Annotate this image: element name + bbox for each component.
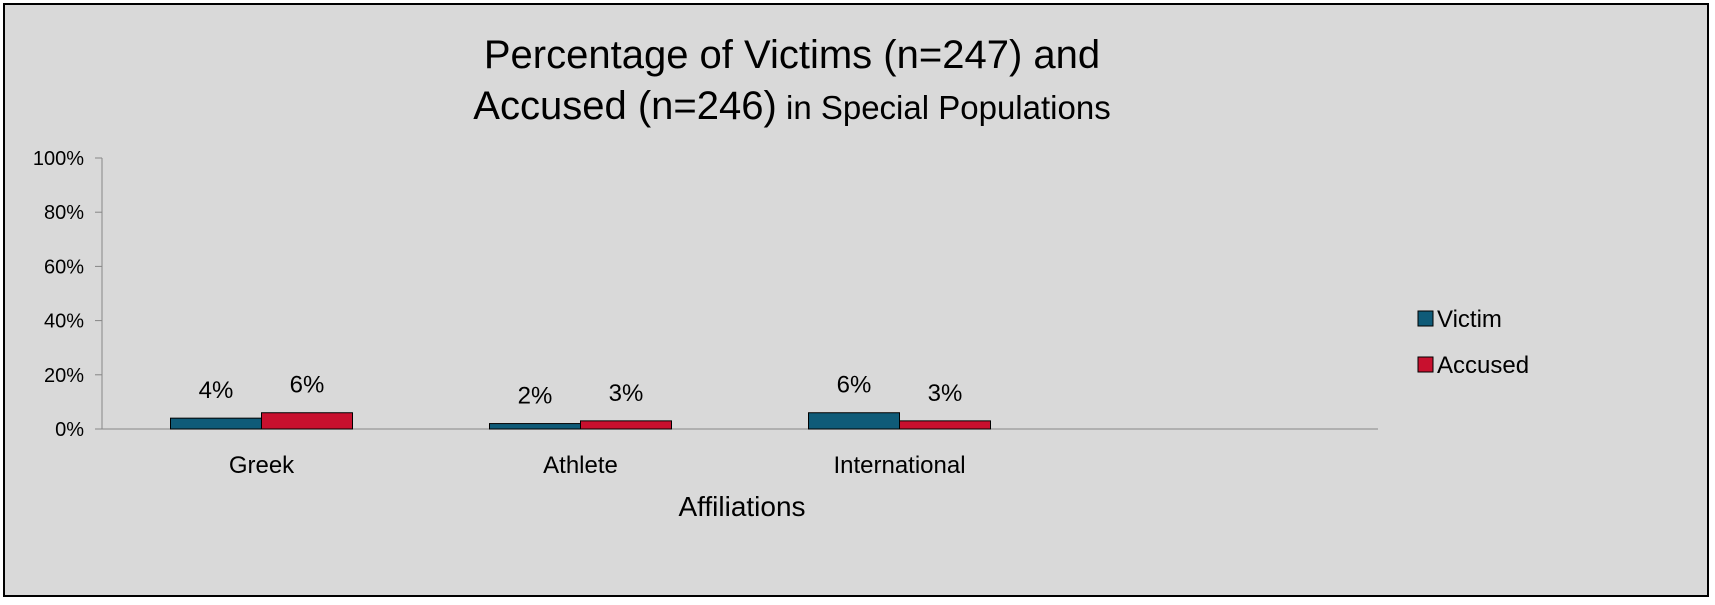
data-label: 3% [609,380,644,407]
y-tick-label: 60% [44,256,84,278]
y-axis: 0% 20% 40% 60% 80% 100% [33,148,103,441]
bar-victim-athlete [489,423,581,430]
data-label: 6% [837,372,872,399]
y-tick-label: 0% [55,419,84,441]
chart-title-line-2-main: Accused (n=246) [473,84,777,128]
legend-swatch [1417,356,1434,373]
legend-label: Victim [1437,306,1502,333]
y-tick-label: 20% [44,365,84,387]
bar-accused-international [899,420,991,430]
bar-victim-international [808,412,900,430]
data-label: 2% [518,383,553,410]
data-labels: 4% 6% 2% 3% 6% 3% [199,372,963,410]
y-tick-label: 100% [33,148,84,170]
legend: Victim Accused [1417,306,1529,379]
chart-title-line-2: Accused (n=246) in Special Populations [473,84,1110,128]
chart-title-line-1: Percentage of Victims (n=247) and [484,33,1100,77]
bars [170,412,991,430]
bar-accused-athlete [580,420,672,430]
bar-victim-greek [170,417,262,430]
chart-title-line-2-rest: in Special Populations [777,89,1111,126]
data-label: 3% [928,380,963,407]
x-category-label: International [833,452,965,479]
x-axis: Greek Athlete International [102,428,1378,479]
data-label: 4% [199,377,234,404]
bar-accused-greek [261,412,353,430]
legend-label: Accused [1437,352,1529,379]
y-tick-label: 80% [44,202,84,224]
y-tick-label: 40% [44,311,84,333]
legend-swatch [1417,310,1434,327]
x-axis-title: Affiliations [678,491,805,522]
chart-area [3,3,1709,597]
x-category-label: Athlete [543,452,618,479]
x-category-label: Greek [229,452,295,479]
data-label: 6% [290,372,325,399]
